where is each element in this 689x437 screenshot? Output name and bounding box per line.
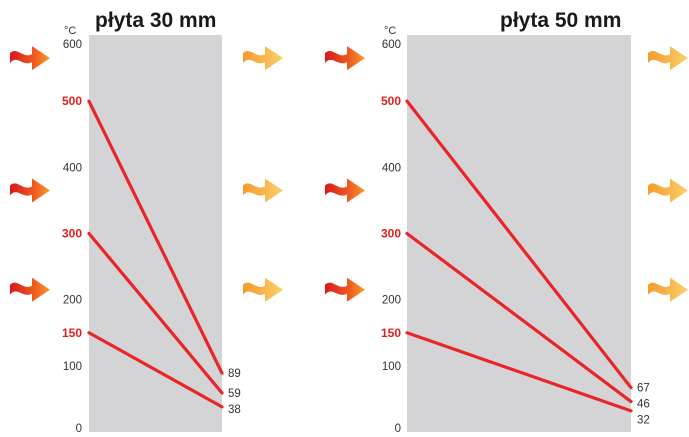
outbound-heat-arrows — [648, 46, 688, 302]
chart-panel-30mm: płyta 30 mm °C 0 100 150 200 300 400 500 600 89… — [10, 9, 283, 435]
temperature-line — [87, 331, 224, 409]
y-tick-label: 0 — [395, 423, 401, 435]
y-tick-label: 500 — [62, 94, 82, 108]
end-temperature-label: 89 — [228, 368, 241, 380]
y-tick-label: 600 — [382, 39, 401, 51]
y-axis-ticks: 0 100 150 200 300 400 500 600 — [381, 39, 401, 435]
end-temperature-label: 38 — [228, 404, 241, 416]
y-axis-ticks: 0 100 150 200 300 400 500 600 — [62, 39, 82, 435]
slab-panel — [407, 35, 631, 432]
y-tick-label: 200 — [382, 295, 401, 307]
y-tick-label: 150 — [62, 326, 82, 340]
temperature-line — [405, 331, 633, 413]
y-tick-label: 500 — [381, 94, 401, 108]
y-tick-label: 300 — [381, 227, 401, 241]
heat-wave-arrow-icon — [243, 277, 283, 302]
temperature-line — [405, 99, 633, 390]
heat-wave-arrow-icon — [648, 277, 688, 302]
y-tick-label: 300 — [62, 227, 82, 241]
heat-wave-arrow-icon — [648, 46, 688, 71]
y-tick-label: 0 — [76, 423, 82, 435]
temperature-lines — [405, 99, 633, 413]
y-tick-label: 200 — [63, 295, 82, 307]
inbound-heat-arrows — [325, 46, 365, 302]
y-tick-label: 100 — [63, 361, 82, 373]
y-tick-label: 150 — [381, 326, 401, 340]
heat-wave-arrow-icon — [325, 277, 365, 302]
heat-wave-arrow-icon — [10, 277, 50, 302]
temperature-line — [87, 231, 224, 395]
temperature-line — [405, 231, 633, 404]
end-labels: 67 46 32 — [637, 383, 650, 427]
outbound-heat-arrows — [243, 46, 283, 302]
end-labels: 89 59 38 — [228, 368, 241, 416]
y-tick-label: 100 — [382, 361, 401, 373]
chart-title: płyta 30 mm — [95, 9, 216, 32]
heat-wave-arrow-icon — [10, 178, 50, 203]
y-axis-unit: °C — [64, 25, 76, 37]
heat-wave-arrow-icon — [243, 178, 283, 203]
end-temperature-label: 67 — [637, 383, 650, 395]
y-tick-label: 400 — [382, 162, 401, 174]
heat-wave-arrow-icon — [325, 178, 365, 203]
inbound-heat-arrows — [10, 46, 50, 302]
temperature-lines — [87, 99, 224, 409]
heat-wave-arrow-icon — [10, 46, 50, 71]
heat-wave-arrow-icon — [648, 178, 688, 203]
chart-title: płyta 50 mm — [500, 9, 621, 32]
end-temperature-label: 59 — [228, 388, 241, 400]
end-temperature-label: 32 — [637, 415, 650, 427]
y-axis-unit: °C — [384, 25, 396, 37]
y-tick-label: 600 — [63, 39, 82, 51]
end-temperature-label: 46 — [637, 399, 650, 411]
temperature-line — [87, 99, 224, 375]
heat-wave-arrow-icon — [243, 46, 283, 71]
heat-wave-arrow-icon — [325, 46, 365, 71]
y-tick-label: 400 — [63, 162, 82, 174]
chart-panel-50mm: płyta 50 mm °C 0 100 150 200 300 400 500 600 67… — [325, 9, 688, 435]
